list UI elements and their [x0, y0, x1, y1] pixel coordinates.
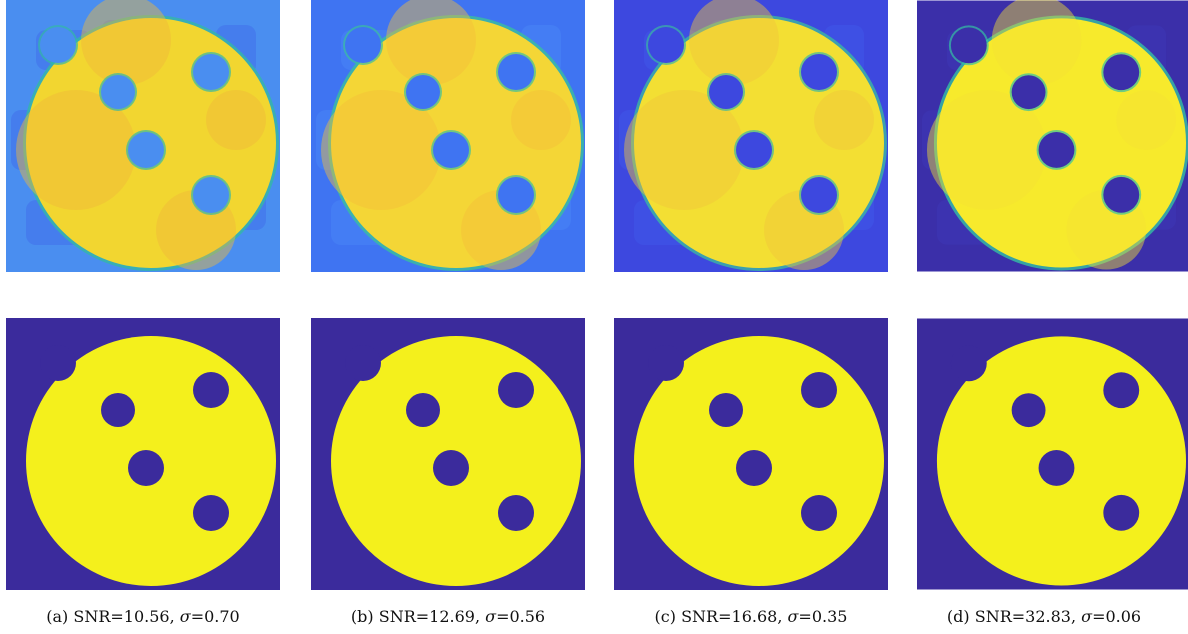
caption-label: (c): [654, 607, 676, 626]
caption-snr-value: 16.68: [731, 607, 778, 626]
panel-b-reconstruction: [311, 0, 585, 272]
hole-center: [128, 450, 164, 486]
disk-patch: [206, 90, 266, 150]
disk-patch: [689, 0, 779, 85]
hole-top-right: [801, 372, 837, 408]
hole-bottom-right: [193, 495, 229, 531]
caption-sigma-prefix: σ=: [485, 607, 510, 626]
hole-top-left: [40, 27, 76, 63]
panel-c-reconstruction: [614, 0, 888, 272]
hole-center: [1038, 132, 1075, 168]
hole-center: [1038, 450, 1075, 486]
caption-separator: ,: [169, 607, 180, 626]
caption-separator: ,: [1070, 607, 1082, 626]
hole-top-left: [648, 27, 684, 63]
hole-top-left: [40, 345, 76, 381]
hole-center: [433, 132, 469, 168]
hole-bottom-right: [193, 177, 229, 213]
segmentation-image-c: [614, 318, 888, 590]
caption-snr-value: 10.56: [123, 607, 170, 626]
reconstruction-image-c: [614, 0, 888, 272]
caption-separator: ,: [777, 607, 788, 626]
hole-center: [736, 450, 772, 486]
disk-patch: [926, 90, 1047, 210]
hole-bottom-right: [801, 495, 837, 531]
hole-top-left: [648, 345, 684, 381]
caption-a: (a) SNR=10.56, σ=0.70: [3, 605, 283, 629]
hole-top-left: [345, 345, 381, 381]
panel-a-reconstruction: [6, 0, 280, 272]
hole-bottom-right: [498, 495, 534, 531]
caption-snr-prefix: SNR=: [378, 607, 430, 626]
caption-d: (d) SNR=32.83, σ=0.06: [904, 605, 1184, 629]
hole-top-right: [1103, 54, 1140, 91]
caption-separator: ,: [474, 607, 486, 626]
hole-top-left: [950, 345, 987, 382]
hole-bottom-right: [498, 177, 534, 213]
disk-patch: [16, 90, 136, 210]
caption-label: (b): [350, 607, 374, 626]
caption-sigma-prefix: σ=: [787, 607, 812, 626]
hole-bottom-right: [1103, 176, 1140, 213]
disk-patch: [1116, 90, 1177, 150]
caption-snr-prefix: SNR=: [974, 607, 1026, 626]
caption-label: (d): [946, 607, 970, 626]
hole-bottom-right: [801, 177, 837, 213]
caption-c: (c) SNR=16.68, σ=0.35: [611, 605, 891, 629]
hole-center: [128, 132, 164, 168]
hole-upper-middle: [709, 75, 743, 109]
panel-d-reconstruction: [917, 0, 1188, 272]
hole-upper-middle: [101, 393, 135, 427]
disk-patch: [81, 0, 171, 85]
hole-top-right: [193, 372, 229, 408]
disk-patch: [321, 90, 441, 210]
caption-snr-value: 32.83: [1025, 607, 1071, 626]
panel-a-segmentation: [6, 318, 280, 590]
hole-top-right: [801, 54, 837, 90]
hole-center: [433, 450, 469, 486]
hole-upper-middle: [406, 393, 440, 427]
hole-top-right: [1103, 372, 1140, 409]
hole-top-left: [950, 27, 987, 64]
segmentation-image-a: [6, 318, 280, 590]
caption-snr-prefix: SNR=: [73, 607, 124, 626]
hole-top-right: [498, 372, 534, 408]
hole-top-left: [345, 27, 381, 63]
disk-patch: [814, 90, 874, 150]
segmentation-image-b: [311, 318, 585, 590]
hole-upper-middle: [1011, 75, 1046, 110]
hole-upper-middle: [101, 75, 135, 109]
disk-patch: [386, 0, 476, 85]
hole-center: [736, 132, 772, 168]
caption-label: (a): [46, 607, 69, 626]
panel-b-segmentation: [311, 318, 585, 590]
reconstruction-image-a: [6, 0, 280, 272]
hole-top-right: [193, 54, 229, 90]
hole-upper-middle: [406, 75, 440, 109]
panel-c-segmentation: [614, 318, 888, 590]
caption-snr-value: 12.69: [429, 607, 475, 626]
reconstruction-image-b: [311, 0, 585, 272]
caption-sigma-prefix: σ=: [1081, 607, 1106, 626]
segmentation-image-d: [917, 318, 1188, 590]
disk-patch: [624, 90, 744, 210]
caption-snr-prefix: SNR=: [681, 607, 732, 626]
caption-b: (b) SNR=12.69, σ=0.56: [308, 605, 588, 629]
caption-sigma-value: 0.06: [1105, 607, 1142, 626]
caption-sigma-value: 0.70: [204, 607, 240, 626]
hole-top-right: [498, 54, 534, 90]
hole-bottom-right: [1103, 494, 1140, 531]
panel-d-segmentation: [917, 318, 1188, 590]
disk-patch: [511, 90, 571, 150]
reconstruction-image-d: [917, 0, 1188, 272]
hole-upper-middle: [709, 393, 743, 427]
caption-sigma-value: 0.56: [509, 607, 546, 626]
caption-sigma-prefix: σ=: [179, 607, 205, 626]
disk-patch: [991, 0, 1082, 86]
hole-upper-middle: [1011, 393, 1046, 428]
caption-sigma-value: 0.35: [811, 607, 848, 626]
